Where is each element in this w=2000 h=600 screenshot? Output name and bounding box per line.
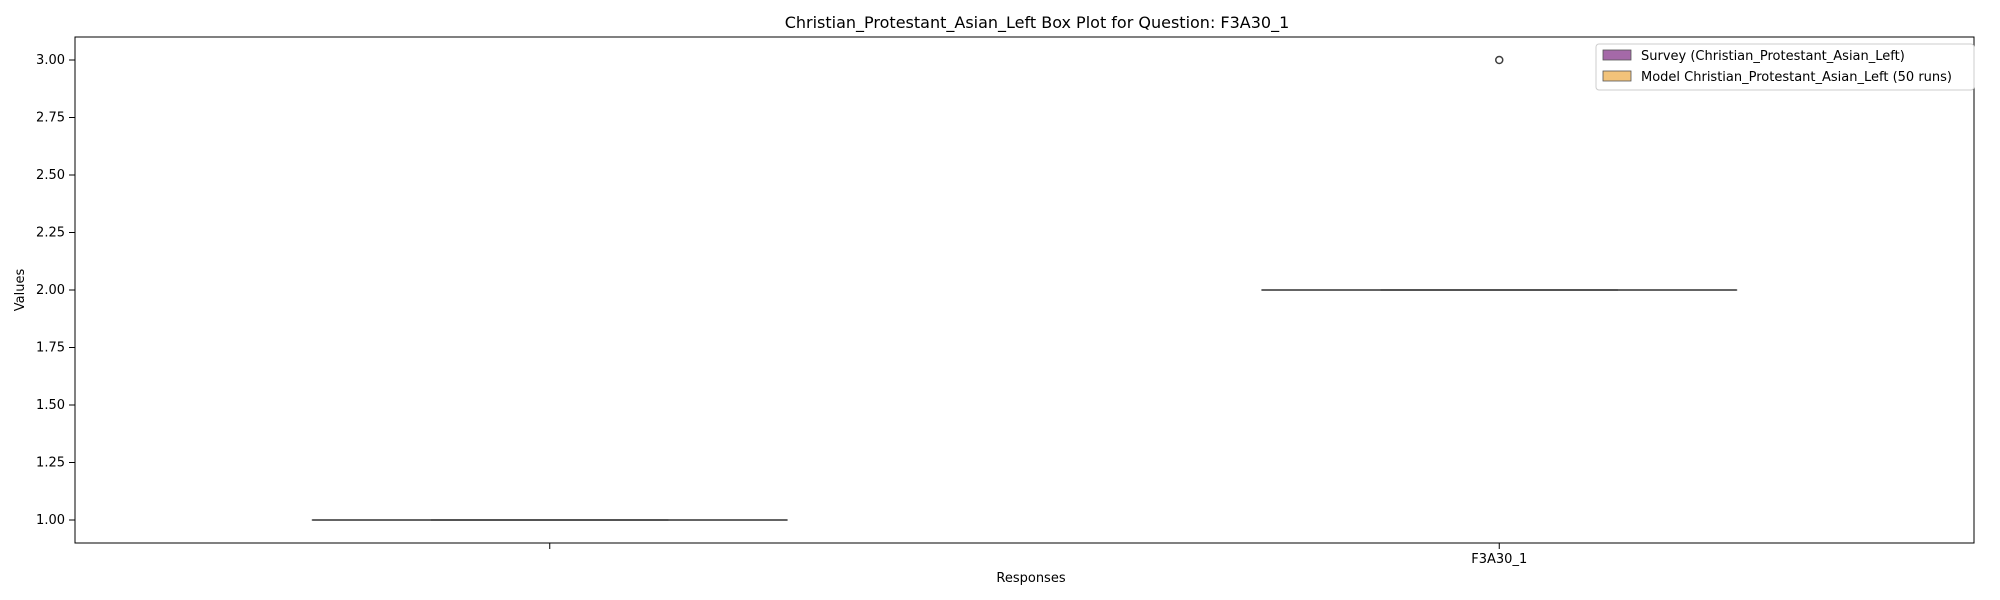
legend-swatch [1602,49,1632,61]
legend-label: Survey (Christian_Protestant_Asian_Left) [1641,49,1905,64]
x-axis: F3A30_1 [549,543,1527,567]
y-tick-label: 1.25 [36,456,65,471]
y-axis: 1.00 1.25 1.50 1.75 2.00 2.25 2.50 2.75 3.00 [36,53,75,528]
box-outlier [1495,55,1504,65]
y-axis-label: Values [13,269,28,312]
y-tick-label: 2.75 [36,111,65,126]
x-tick-label: F3A30_1 [1471,552,1527,567]
plot-area [311,55,1738,521]
legend-swatch [1602,70,1632,82]
legend: Survey (Christian_Protestant_Asian_Left)… [1595,43,1975,91]
y-tick-label: 1.75 [36,341,65,356]
y-tick-label: 1.50 [36,398,65,413]
legend-frame [1595,43,1975,91]
chart-title: Christian_Protestant_Asian_Left Box Plot… [785,13,1290,33]
x-axis-label: Responses [996,571,1065,586]
y-tick-label: 2.25 [36,226,65,241]
legend-label: Model Christian_Protestant_Asian_Left (5… [1641,70,1952,85]
y-tick-label: 2.00 [36,283,65,298]
y-tick-label: 2.50 [36,168,65,183]
y-tick-label: 3.00 [36,53,65,68]
y-tick-label: 1.00 [36,513,65,528]
